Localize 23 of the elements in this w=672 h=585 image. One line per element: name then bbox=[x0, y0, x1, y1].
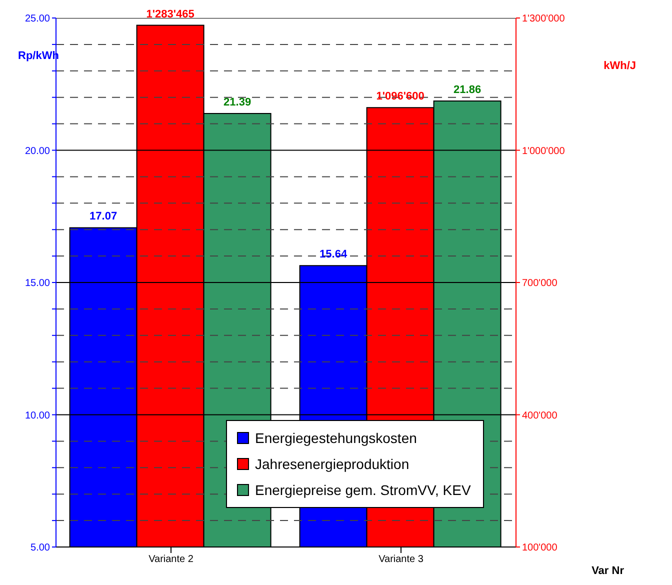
data-label: 15.64 bbox=[320, 248, 348, 261]
y2-tick-label: 1'000'000 bbox=[522, 146, 566, 157]
y-tick-label: 25.00 bbox=[24, 14, 50, 25]
data-label: 1'283'465 bbox=[146, 8, 194, 20]
y-tick-label: 5.00 bbox=[30, 542, 50, 554]
data-label: 17.07 bbox=[90, 210, 118, 223]
legend-label: Energiegestehungskosten bbox=[255, 429, 417, 448]
data-label: 21.39 bbox=[224, 96, 252, 108]
y-tick-label: 20.00 bbox=[24, 146, 50, 157]
y-tick-label: 10.00 bbox=[24, 410, 50, 422]
legend-label: Jahresenergieproduktion bbox=[255, 455, 410, 474]
y2-axis-title: kWh/J bbox=[604, 60, 636, 72]
data-label: 21.86 bbox=[454, 84, 482, 96]
x-axis-title: Var Nr bbox=[592, 565, 624, 577]
y2-tick-label: 700'000 bbox=[522, 278, 558, 290]
x-tick-label: Variante 3 bbox=[378, 554, 424, 566]
y2-tick-label: 100'000 bbox=[522, 542, 558, 554]
y-tick-label: 15.00 bbox=[24, 278, 50, 290]
x-tick-label: Variante 2 bbox=[148, 554, 194, 566]
y2-tick-label: 400'000 bbox=[522, 410, 558, 422]
legend-label: Energiepreise gem. StromVV, KEV bbox=[255, 481, 471, 500]
data-label: 1'096'600 bbox=[376, 90, 424, 103]
y2-tick-label: 1'300'000 bbox=[522, 14, 566, 25]
